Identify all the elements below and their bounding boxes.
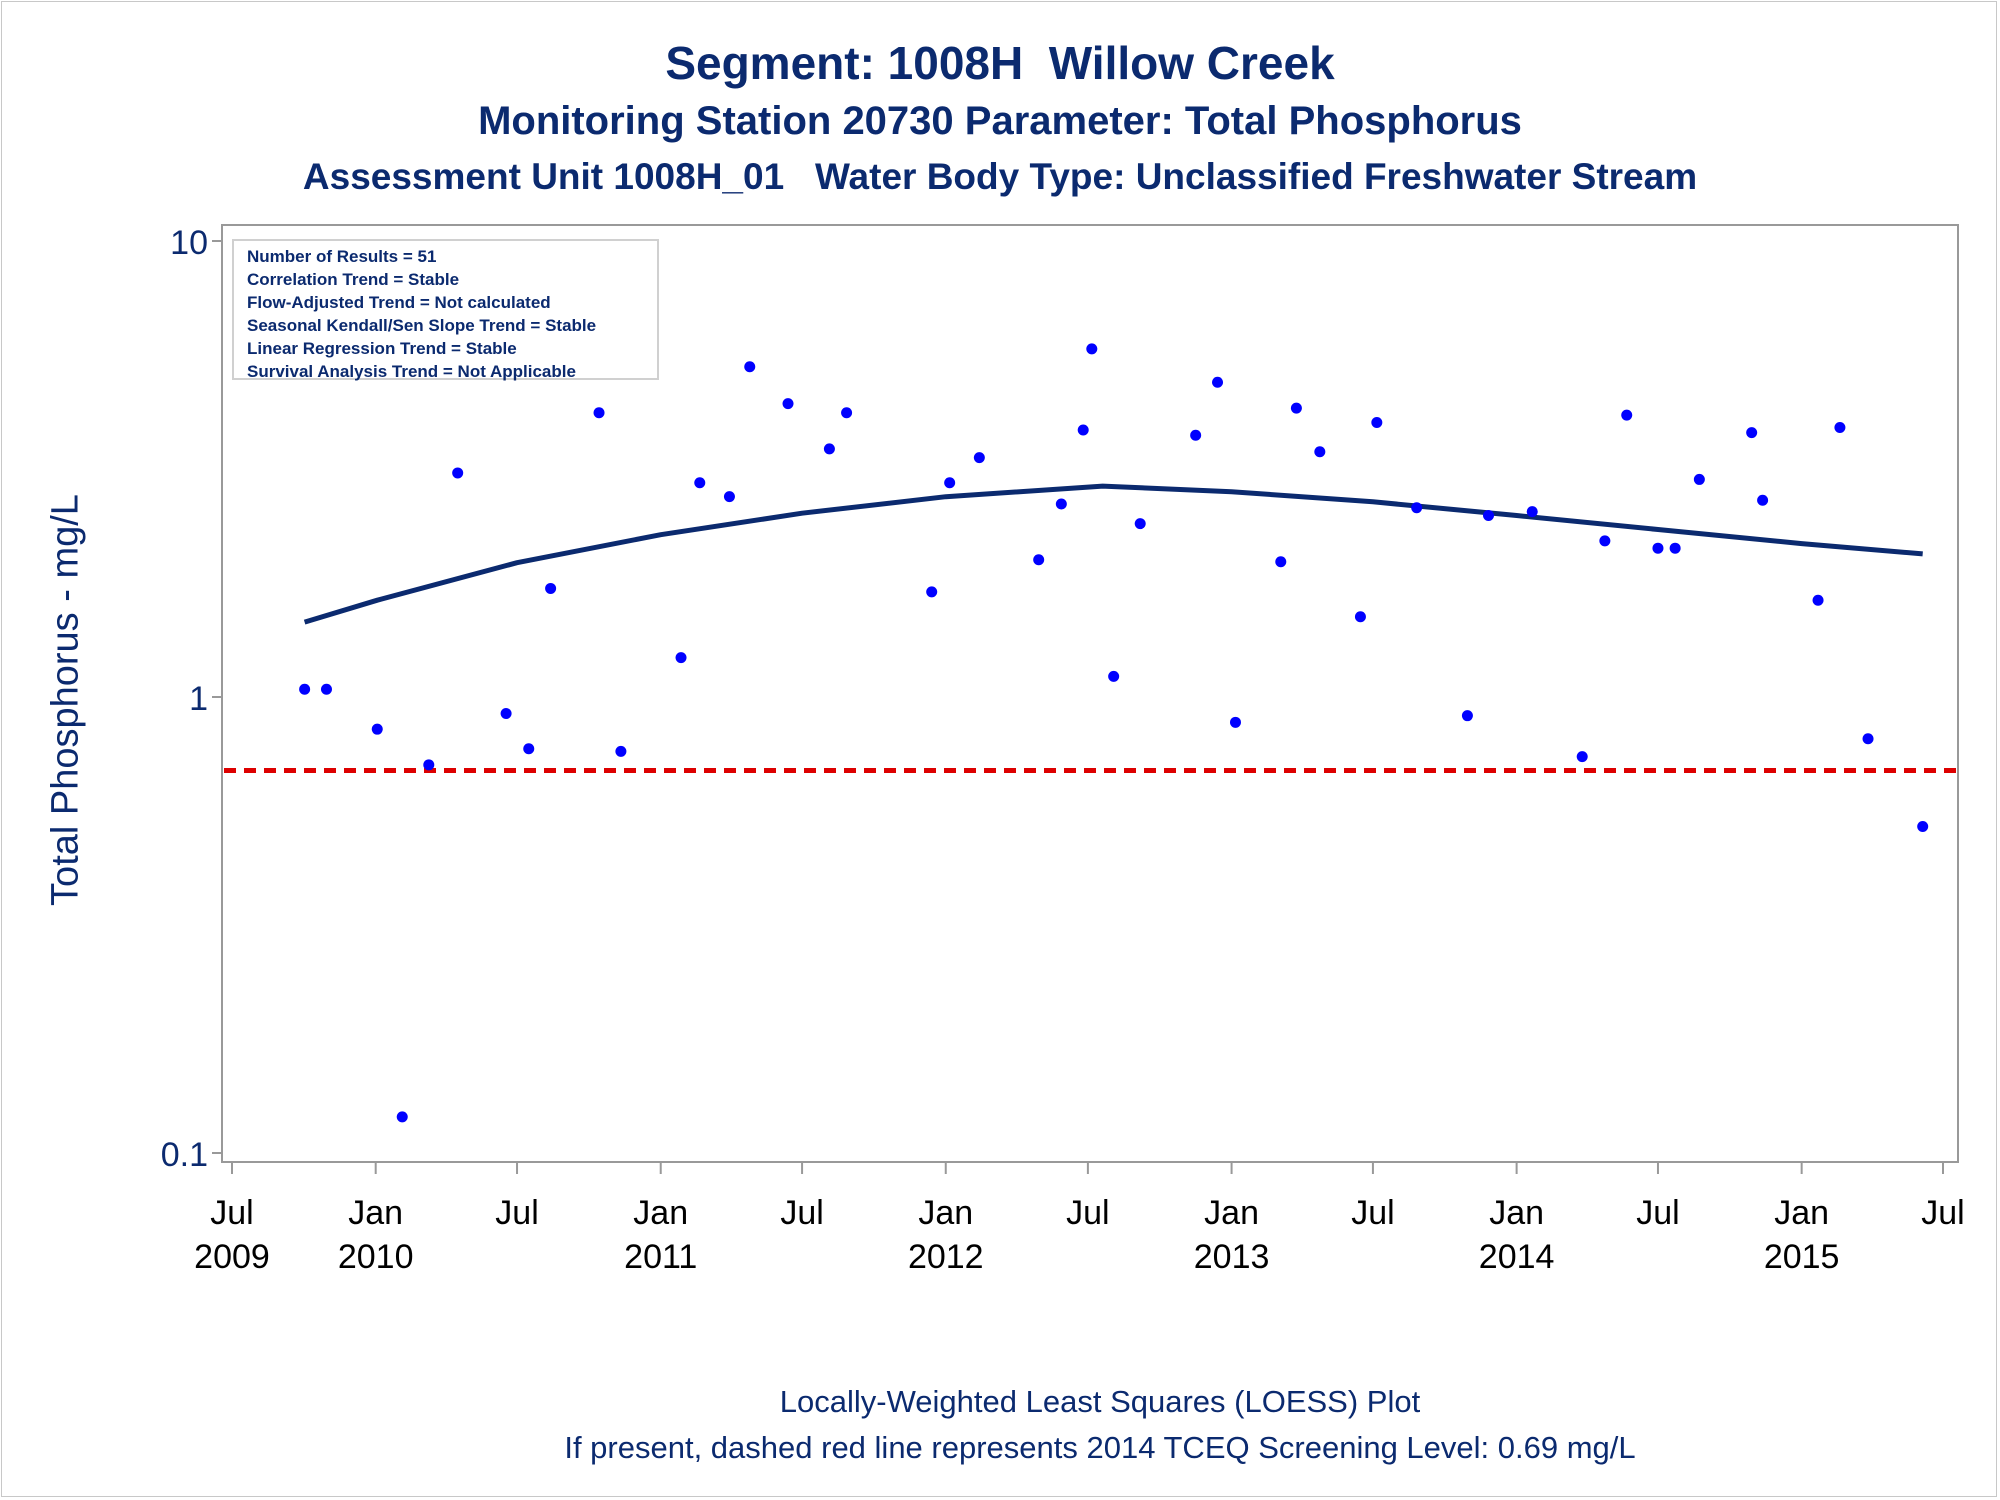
y-tick-label: 0.1 (161, 1136, 208, 1174)
x-tick-label: Jan (918, 1194, 973, 1232)
x-tick-year-label: 2014 (1479, 1238, 1555, 1276)
chart-subtitle-2: Assessment Unit 1008H_01 Water Body Type… (302, 156, 1698, 197)
data-point (1190, 429, 1202, 441)
data-point (1077, 424, 1089, 436)
y-tick-label: 1 (189, 680, 208, 718)
data-point (973, 452, 985, 464)
data-point (1086, 343, 1098, 355)
data-point (452, 467, 464, 479)
data-point (1461, 710, 1473, 722)
data-point (545, 582, 557, 594)
data-point (723, 491, 735, 503)
data-point (1917, 821, 1929, 833)
data-point (615, 745, 627, 757)
data-point (1652, 542, 1664, 554)
data-point (1812, 594, 1824, 606)
data-point (1746, 427, 1758, 439)
data-point (1834, 421, 1846, 433)
data-point (926, 586, 938, 598)
data-point (1669, 542, 1681, 554)
y-tick-label: 10 (170, 224, 208, 262)
x-tick-label: Jan (348, 1194, 403, 1232)
data-point (1134, 518, 1146, 530)
footnote-1: Locally-Weighted Least Squares (LOESS) P… (779, 1384, 1421, 1419)
x-tick-label: Jul (1921, 1194, 1964, 1232)
data-point (944, 477, 956, 489)
data-point (1483, 510, 1495, 522)
data-point (1411, 502, 1423, 514)
data-point (1314, 446, 1326, 458)
data-point (593, 407, 605, 419)
data-point (1576, 751, 1588, 763)
data-point (782, 398, 794, 410)
data-point (841, 407, 853, 419)
stats-line: Flow-Adjusted Trend = Not calculated (247, 293, 551, 312)
data-point (523, 743, 535, 755)
data-point (1371, 416, 1383, 428)
x-tick-label: Jul (210, 1194, 253, 1232)
data-point (299, 683, 311, 695)
loess-curve (303, 483, 1923, 625)
stats-line: Number of Results = 51 (247, 247, 437, 266)
data-point (320, 683, 332, 695)
stats-line: Correlation Trend = Stable (247, 270, 460, 289)
data-point (1599, 535, 1611, 547)
data-point (1055, 498, 1067, 510)
data-point (1033, 554, 1045, 566)
x-tick-year-label: 2009 (194, 1238, 270, 1276)
x-tick-label: Jan (1204, 1194, 1259, 1232)
data-point (1229, 716, 1241, 728)
stats-line: Linear Regression Trend = Stable (247, 339, 517, 358)
data-point (823, 443, 835, 455)
data-point (500, 708, 512, 720)
data-point (1212, 376, 1224, 388)
x-tick-label: Jan (1774, 1194, 1829, 1232)
data-point (675, 652, 687, 664)
x-tick-year-label: 2012 (908, 1238, 984, 1276)
x-tick-label: Jul (1066, 1194, 1109, 1232)
data-point (1757, 494, 1769, 506)
data-point (396, 1111, 408, 1123)
data-point (1621, 409, 1633, 421)
data-point (1108, 670, 1120, 682)
x-tick-label: Jul (1636, 1194, 1679, 1232)
x-tick-year-label: 2015 (1764, 1238, 1840, 1276)
data-point (744, 361, 756, 373)
data-point (1290, 402, 1302, 414)
data-point (1275, 556, 1287, 568)
x-tick-label: Jan (1489, 1194, 1544, 1232)
data-point (1354, 611, 1366, 623)
x-tick-year-label: 2013 (1194, 1238, 1270, 1276)
x-tick-label: Jan (633, 1194, 688, 1232)
x-tick-year-label: 2011 (624, 1238, 697, 1276)
x-tick-label: Jul (1351, 1194, 1394, 1232)
footnote-2: If present, dashed red line represents 2… (564, 1430, 1636, 1465)
plot-area-frame (221, 224, 1959, 1163)
x-tick-label: Jul (780, 1194, 823, 1232)
stats-line: Survival Analysis Trend = Not Applicable (247, 362, 576, 381)
x-tick-label: Jul (495, 1194, 538, 1232)
chart-title: Segment: 1008H Willow Creek (665, 37, 1335, 89)
chart-subtitle: Monitoring Station 20730 Parameter: Tota… (478, 99, 1522, 143)
data-point (423, 759, 435, 771)
data-point (1526, 506, 1538, 518)
stats-line: Seasonal Kendall/Sen Slope Trend = Stabl… (247, 316, 597, 335)
data-point (1693, 473, 1705, 485)
x-tick-year-label: 2010 (338, 1238, 414, 1276)
data-point (371, 723, 383, 735)
stats-box: Number of Results = 51 Correlation Trend… (232, 239, 659, 381)
data-point (694, 477, 706, 489)
data-point (1862, 733, 1874, 745)
